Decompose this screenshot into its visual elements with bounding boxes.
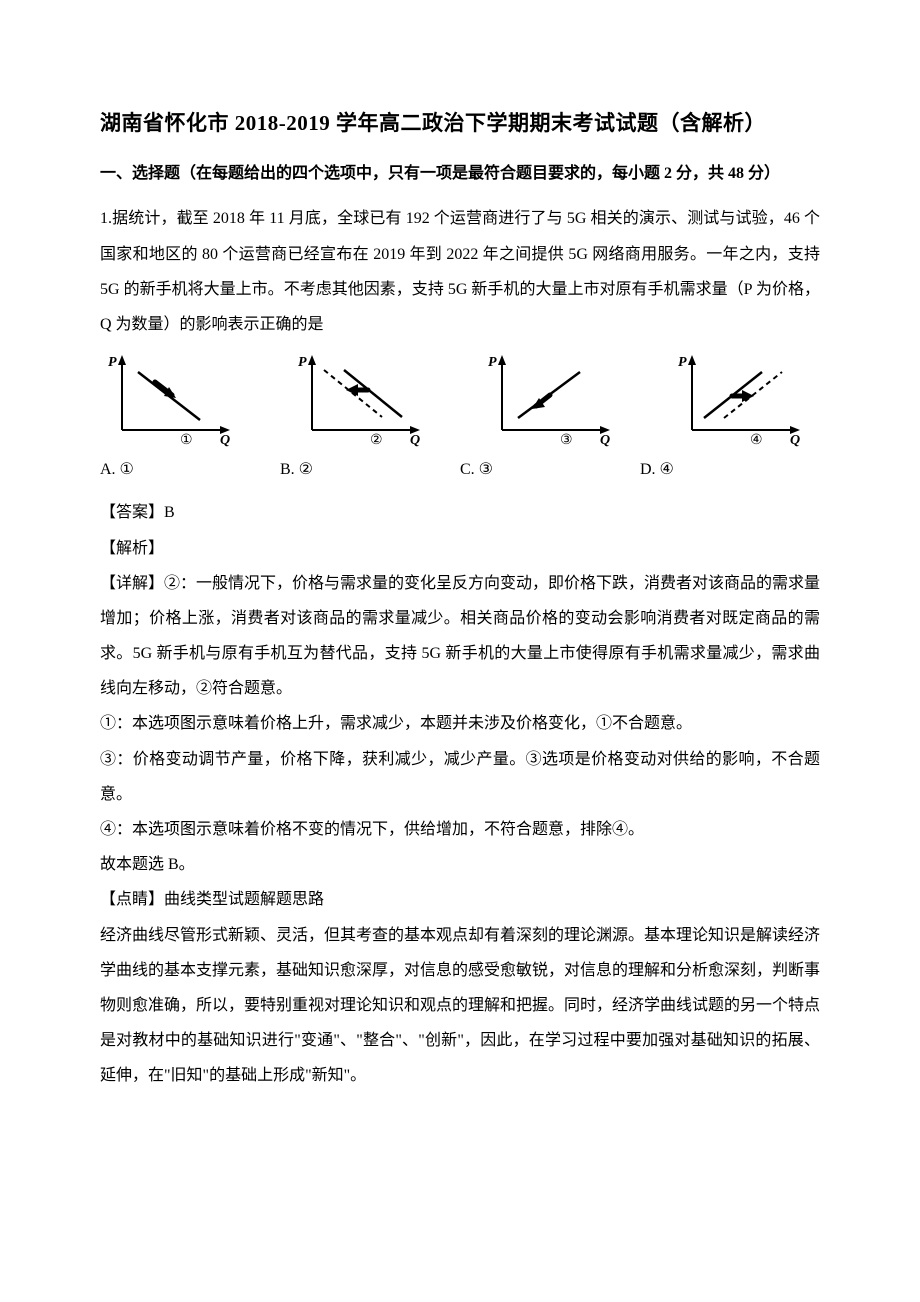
graphs-container: P Q ① P Q ② P Q ③ P Q [100, 352, 820, 447]
option-c: C. ③ [460, 452, 640, 487]
graph-label-3: ③ [560, 433, 573, 447]
analysis-label: 【解析】 [100, 531, 820, 566]
section-heading: 一、选择题（在每题给出的四个选项中，只有一项是最符合题目要求的，每小题 2 分，… [100, 156, 820, 191]
graph-label-4: ④ [750, 433, 763, 447]
axis-p-label: P [488, 355, 497, 370]
tip-label: 【点睛】曲线类型试题解题思路 [100, 882, 820, 917]
question-1-text: 1.据统计，截至 2018 年 11 月底，全球已有 192 个运营商进行了与 … [100, 201, 820, 342]
explanation-4: ④：本选项图示意味着价格不变的情况下，供给增加，不符合题意，排除④。 [100, 812, 820, 847]
page-title: 湖南省怀化市 2018-2019 学年高二政治下学期期末考试试题（含解析） [100, 100, 820, 146]
explanation-3: ③：价格变动调节产量，价格下降，获利减少，减少产量。③选项是价格变动对供给的影响… [100, 742, 820, 812]
graph-label-1: ① [180, 433, 193, 447]
tip-body: 经济曲线尽管形式新颖、灵活，但其考查的基本观点却有着深刻的理论渊源。基本理论知识… [100, 918, 820, 1094]
axis-q-label: Q [790, 433, 800, 447]
axis-q-label: Q [410, 433, 420, 447]
detail-explanation: 【详解】②：一般情况下，价格与需求量的变化呈反方向变动，即价格下跌，消费者对该商… [100, 566, 820, 707]
option-a: A. ① [100, 452, 280, 487]
axis-p-label: P [298, 355, 307, 370]
axis-p-label: P [108, 355, 117, 370]
graph-1: P Q ① [100, 352, 240, 447]
answer: 【答案】B [100, 495, 820, 530]
conclusion: 故本题选 B。 [100, 847, 820, 882]
graph-label-2: ② [370, 433, 383, 447]
graph-2: P Q ② [290, 352, 430, 447]
options-row: A. ① B. ② C. ③ D. ④ [100, 452, 820, 487]
axis-q-label: Q [600, 433, 610, 447]
graph-3: P Q ③ [480, 352, 620, 447]
option-b: B. ② [280, 452, 460, 487]
graph-4: P Q ④ [670, 352, 810, 447]
axis-q-label: Q [220, 433, 230, 447]
option-d: D. ④ [640, 452, 820, 487]
axis-p-label: P [678, 355, 687, 370]
explanation-1: ①：本选项图示意味着价格上升，需求减少，本题并未涉及价格变化，①不合题意。 [100, 706, 820, 741]
